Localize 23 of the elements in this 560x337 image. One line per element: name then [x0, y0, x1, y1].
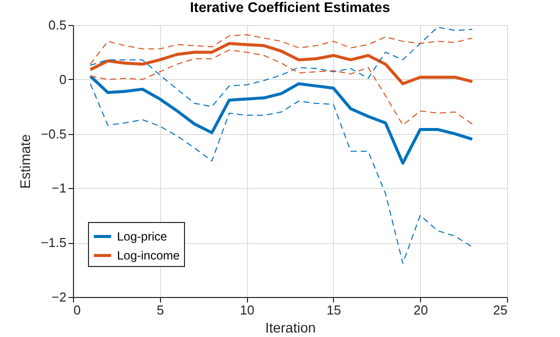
line-series: [90, 26, 473, 108]
x-axis-title: Iteration: [265, 320, 316, 336]
line-series: [90, 83, 473, 264]
x-tick-label: 25: [493, 302, 508, 318]
x-tick-label: 10: [240, 302, 254, 318]
y-tick-label: −1.5: [40, 235, 66, 250]
y-tick-label: −2: [52, 290, 66, 304]
legend-label: Log-income: [117, 248, 180, 262]
y-tick-label: −1: [52, 180, 66, 196]
y-axis-title: Estimate: [16, 134, 33, 189]
legend-label: Log-price: [117, 230, 168, 244]
line-series: [88, 74, 474, 165]
chart-title: Iterative Coefficient Estimates: [190, 0, 390, 15]
x-tick-label: 0: [74, 302, 81, 318]
x-tick-label: 15: [326, 302, 342, 318]
y-tick-label: 0.5: [48, 18, 66, 32]
line-series: [90, 34, 473, 65]
line-series: [90, 50, 473, 126]
y-tick-label: −0.5: [40, 126, 66, 142]
y-tick-label: 0: [59, 72, 66, 87]
x-tick-label: 20: [413, 302, 428, 318]
line-series: [88, 42, 474, 86]
x-tick-label: 5: [156, 302, 164, 318]
